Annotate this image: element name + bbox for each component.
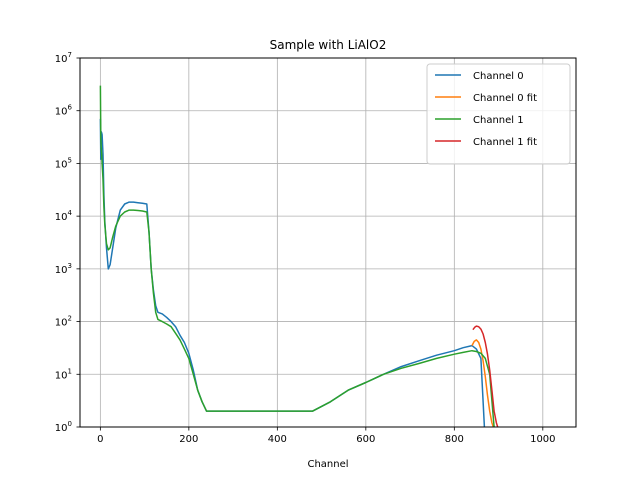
y-tick-label: 103 — [55, 262, 72, 276]
x-tick-label: 1000 — [530, 434, 555, 445]
y-tick-label: 102 — [55, 315, 72, 329]
x-tick-label: 800 — [445, 434, 464, 445]
y-tick-label: 100 — [55, 420, 72, 434]
y-tick-label: 107 — [55, 51, 72, 65]
plot-frame — [79, 57, 577, 428]
y-tick-label: 106 — [55, 104, 73, 118]
y-tick-label: 101 — [55, 367, 72, 381]
x-tick-label: 200 — [179, 434, 198, 445]
legend-label: Channel 0 fit — [473, 93, 537, 104]
x-axis-label: Channel — [307, 459, 348, 470]
legend-box — [426, 63, 571, 165]
series-line-channel-0-fit — [471, 339, 495, 428]
x-tick-label: 0 — [97, 434, 103, 445]
series-line-channel-1 — [99, 85, 495, 428]
series-line-channel-1-fit — [472, 325, 499, 428]
chart-title: Sample with LiAlO2 — [270, 38, 387, 52]
y-tick-label: 105 — [55, 156, 72, 170]
legend-label: Channel 1 fit — [473, 137, 537, 148]
legend-label: Channel 0 — [473, 71, 524, 82]
series-lines — [99, 85, 499, 428]
x-axis: 0 200 400 600 800 1000 — [97, 427, 556, 445]
y-tick-label: 104 — [55, 209, 73, 223]
legend: Channel 0 Channel 0 fit Channel 1 Channel 1… — [426, 63, 571, 165]
legend-label: Channel 1 — [473, 115, 524, 126]
x-tick-label: 600 — [356, 434, 375, 445]
x-tick-label: 400 — [268, 434, 287, 445]
y-axis: 100 101 102 103 104 105 106 107 — [55, 51, 80, 434]
